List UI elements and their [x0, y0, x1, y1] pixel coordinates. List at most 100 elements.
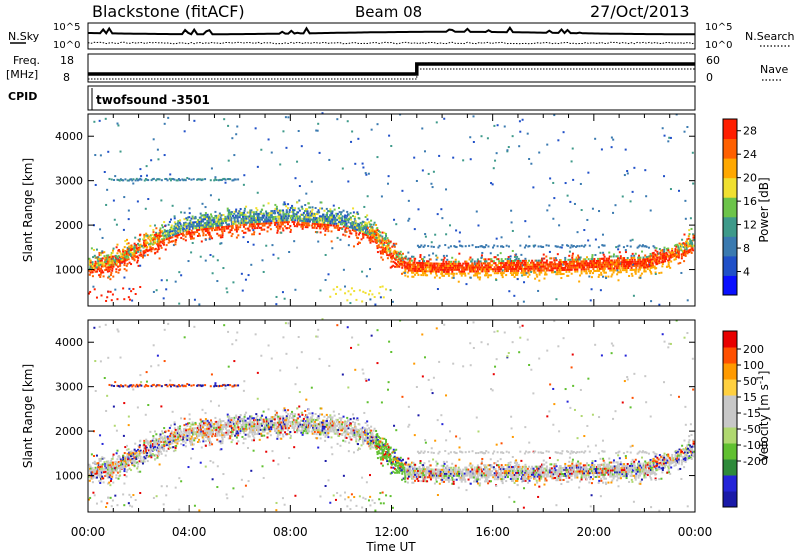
- power-cell: [112, 199, 115, 202]
- power-cell: [95, 262, 98, 265]
- velocity-cell: [108, 472, 111, 475]
- power-cell: [366, 232, 369, 235]
- power-cell: [178, 271, 181, 274]
- noise-sky-trace: [88, 26, 695, 36]
- power-cell: [344, 285, 347, 288]
- power-cell: [542, 265, 545, 268]
- power-cell: [291, 204, 294, 207]
- power-cell: [366, 195, 369, 198]
- power-cell: [168, 233, 171, 236]
- power-cell: [511, 135, 514, 138]
- power-cell: [285, 209, 288, 212]
- power-cell: [204, 226, 207, 229]
- power-cell: [369, 227, 372, 230]
- velocity-cell: [183, 429, 186, 432]
- power-cell: [123, 276, 126, 279]
- velocity-cell: [217, 404, 220, 407]
- power-cell: [326, 224, 329, 227]
- power-cell: [322, 213, 325, 216]
- power-cell: [357, 223, 360, 226]
- power-cell: [490, 182, 493, 185]
- power-cell: [474, 246, 477, 249]
- velocity-cell: [155, 443, 158, 446]
- power-cell: [544, 261, 547, 264]
- power-cell: [526, 263, 529, 266]
- power-cell: [686, 126, 689, 129]
- power-cell: [358, 223, 361, 226]
- power-cell: [130, 290, 133, 293]
- power-cell: [170, 224, 173, 227]
- power-cell: [263, 224, 266, 227]
- velocity-cell: [216, 434, 219, 437]
- power-cell: [635, 260, 638, 263]
- power-cell: [99, 261, 102, 264]
- power-cell: [678, 248, 681, 251]
- power-cell: [221, 230, 224, 233]
- power-cell: [500, 268, 503, 271]
- power-cell: [650, 264, 653, 267]
- power-cell: [235, 236, 238, 239]
- power-cell: [567, 258, 570, 261]
- power-cell: [537, 261, 540, 264]
- power-cell: [580, 262, 583, 265]
- power-cell: [435, 121, 438, 124]
- power-cell: [480, 268, 483, 271]
- power-cell: [245, 217, 248, 220]
- power-cell: [199, 255, 202, 258]
- power-cell: [516, 259, 519, 262]
- velocity-cell: [183, 417, 186, 420]
- power-cell: [282, 217, 285, 220]
- power-cell: [258, 232, 261, 235]
- power-cell: [457, 264, 460, 267]
- power-cell: [499, 264, 502, 267]
- power-cell: [685, 250, 688, 253]
- power-cell: [466, 268, 469, 271]
- power-cell: [180, 236, 183, 239]
- power-cell: [329, 208, 332, 211]
- power-cell: [413, 228, 416, 231]
- power-cell: [123, 268, 126, 271]
- velocity-cell: [101, 467, 104, 470]
- power-cell: [252, 243, 255, 246]
- power-cell: [256, 219, 259, 222]
- power-cell: [570, 264, 573, 267]
- power-cell: [665, 247, 668, 250]
- power-cell: [650, 272, 653, 275]
- power-cell: [578, 256, 581, 259]
- power-cell: [578, 262, 581, 265]
- power-cell: [670, 251, 673, 254]
- power-cell: [318, 211, 321, 214]
- power-cell: [125, 242, 128, 245]
- power-cell: [668, 136, 671, 139]
- velocity-cell: [126, 385, 129, 388]
- power-cell: [507, 262, 510, 265]
- power-cell: [236, 216, 239, 219]
- power-cell: [636, 264, 639, 267]
- velocity-cell: [150, 456, 153, 459]
- velocity-cell: [132, 453, 135, 456]
- power-cell: [174, 222, 177, 225]
- power-cell: [380, 195, 383, 198]
- power-cell: [686, 252, 689, 255]
- power-cell: [621, 269, 624, 272]
- power-cell: [100, 265, 103, 268]
- power-cell: [220, 214, 223, 217]
- power-cell: [318, 223, 321, 226]
- power-cell: [598, 269, 601, 272]
- power-cell: [628, 258, 631, 261]
- power-cell: [352, 221, 355, 224]
- power-cell: [623, 265, 626, 268]
- power-cell: [116, 258, 119, 261]
- power-cell: [251, 233, 254, 236]
- power-cell: [427, 172, 430, 175]
- power-cell: [319, 223, 322, 226]
- power-cell: [513, 263, 516, 266]
- power-cell: [614, 261, 617, 264]
- power-cell: [298, 217, 301, 220]
- power-cell: [372, 231, 375, 234]
- power-cell: [132, 257, 135, 260]
- power-cell: [163, 235, 166, 238]
- power-cell: [677, 256, 680, 259]
- power-cell: [376, 245, 379, 248]
- power-cell: [510, 267, 513, 270]
